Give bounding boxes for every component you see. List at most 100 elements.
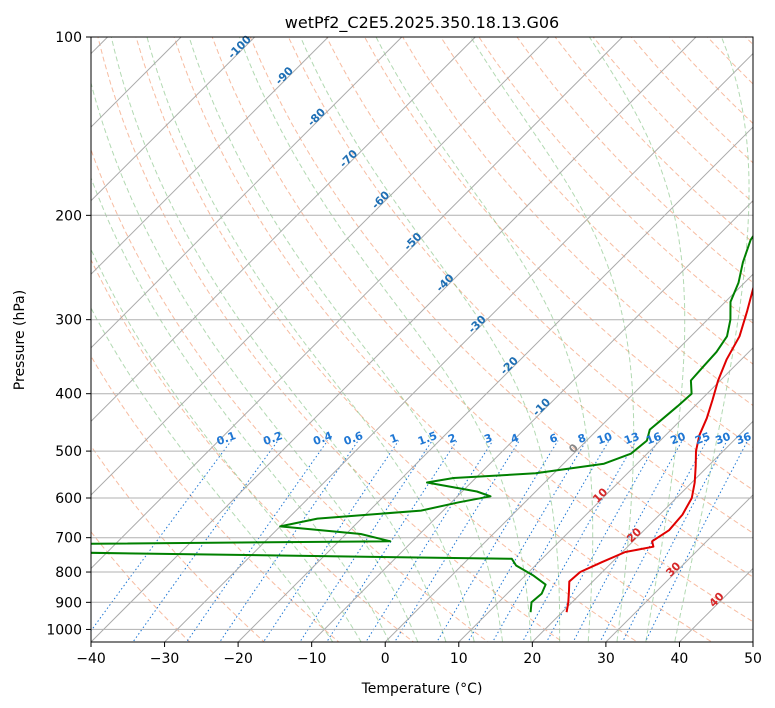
mixing-ratio-line bbox=[492, 440, 610, 642]
x-tick-label: 50 bbox=[744, 651, 762, 667]
mixing-ratio-line bbox=[572, 440, 683, 642]
mixing-ratio-line bbox=[622, 440, 728, 642]
mixing-ratio-label: 0.2 bbox=[262, 429, 285, 448]
mixing-ratio-label: 0.6 bbox=[342, 429, 365, 448]
isotherm-line bbox=[91, 37, 476, 423]
mixing-ratio-line bbox=[467, 440, 587, 642]
mixing-ratio-line bbox=[644, 440, 749, 642]
x-tick-label: −20 bbox=[223, 651, 253, 667]
dewpoint-line bbox=[91, 234, 753, 613]
y-tick-label: 700 bbox=[55, 531, 82, 547]
chart-title: wetPf2_C2E5.2025.350.18.13.G06 bbox=[285, 13, 559, 33]
x-tick-label: −30 bbox=[150, 651, 180, 667]
plot-area bbox=[91, 37, 753, 642]
y-tick-label: 900 bbox=[55, 595, 82, 611]
mixing-ratio-line bbox=[132, 440, 279, 642]
dry-adiabat-line bbox=[364, 37, 753, 449]
isotherm-line bbox=[531, 420, 753, 642]
moist-adiabat-line bbox=[91, 248, 362, 642]
x-axis-title: Temperature (°C) bbox=[361, 681, 483, 697]
moist-adiabat-line bbox=[110, 37, 447, 642]
mixing-ratio-label: 13 bbox=[622, 430, 641, 447]
moist-adiabat-line bbox=[300, 37, 561, 642]
mixing-ratio-label: 6 bbox=[548, 431, 560, 446]
dry-adiabat-line bbox=[287, 37, 753, 534]
mixing-ratio-label: 0.1 bbox=[215, 429, 238, 448]
x-tick-label: 20 bbox=[523, 651, 541, 667]
dry-adiabat-line bbox=[91, 148, 489, 642]
isotherm-line bbox=[311, 199, 753, 642]
mixing-ratio-label: 25 bbox=[693, 430, 712, 447]
moist-adiabats bbox=[91, 37, 750, 642]
isotherm-line bbox=[91, 37, 697, 642]
y-tick-label: 600 bbox=[55, 491, 82, 507]
dry-adiabat-line bbox=[478, 37, 753, 324]
mixing-ratio-label: 10 bbox=[595, 430, 614, 448]
y-axis-title: Pressure (hPa) bbox=[12, 290, 28, 390]
mixing-ratio-line bbox=[436, 440, 559, 642]
moist-adiabat-line bbox=[91, 307, 334, 642]
mixing-ratio-label: 4 bbox=[509, 431, 521, 446]
isobar-gridlines bbox=[91, 37, 753, 630]
dry-adiabat-line bbox=[91, 355, 340, 642]
moist-adiabat-line bbox=[375, 37, 594, 642]
mixing-ratio-line bbox=[599, 440, 708, 642]
mixing-ratio-label: 1 bbox=[388, 431, 400, 446]
x-tick-label: 40 bbox=[671, 651, 689, 667]
x-tick-label: −40 bbox=[76, 651, 106, 667]
mixing-ratio-label: 36 bbox=[734, 430, 753, 448]
isotherm-line bbox=[384, 273, 753, 642]
mixing-ratio-label: 30 bbox=[714, 430, 733, 448]
dry-adiabat-line bbox=[325, 37, 753, 491]
isotherm-line bbox=[458, 347, 753, 642]
dry-adiabat-line bbox=[249, 37, 753, 578]
isotherm-line bbox=[91, 37, 256, 202]
plot-frame bbox=[90, 36, 754, 643]
dry-adiabat-line bbox=[91, 531, 191, 642]
mixing-ratio-line bbox=[521, 440, 637, 642]
y-tick-label: 100 bbox=[55, 30, 82, 46]
y-tick-label: 1000 bbox=[46, 622, 82, 638]
moist-adiabat-line bbox=[588, 37, 686, 642]
moist-adiabat-line bbox=[470, 37, 635, 642]
sounding-series bbox=[91, 234, 753, 613]
mixing-ratio-label: 2 bbox=[446, 431, 458, 446]
dry-adiabat-line bbox=[173, 37, 713, 642]
mixing-ratio-label: 3 bbox=[482, 431, 494, 446]
line-labels: 0.1 0.2 0.4 0.6 1 1.5 2 3 4 6 8 10 13 16 20 25 30 36-100-… bbox=[215, 33, 754, 610]
isotherm-line bbox=[605, 494, 753, 642]
mixing-ratio-line bbox=[262, 440, 400, 642]
x-tick-label: 30 bbox=[597, 651, 615, 667]
mixing-ratio-label: 20 bbox=[669, 430, 688, 448]
mixing-ratio-line bbox=[326, 440, 458, 642]
isotherm-line bbox=[91, 37, 550, 496]
moist-adiabat-line bbox=[188, 37, 504, 642]
mixing-ratio-line bbox=[365, 440, 494, 642]
temperature-line bbox=[565, 285, 753, 613]
mixing-ratio-label: 1.5 bbox=[416, 429, 439, 448]
isotherm-line bbox=[91, 37, 623, 570]
isotherm-line bbox=[164, 52, 753, 642]
y-tick-label: 400 bbox=[55, 387, 82, 403]
y-tick-label: 300 bbox=[55, 313, 82, 329]
moist-adiabat-line bbox=[146, 37, 475, 642]
mixing-ratio-label: 0.4 bbox=[311, 429, 334, 448]
dry-adiabat-line bbox=[440, 37, 753, 365]
dry-adiabat-line bbox=[211, 37, 753, 623]
mixing-ratio-label: 8 bbox=[576, 431, 588, 446]
dry-adiabat-line bbox=[91, 258, 415, 642]
dry-adiabat-line bbox=[91, 445, 265, 642]
isotherm-line bbox=[91, 37, 403, 349]
axes: −40 −30 −20 −10 0 10 20 30 40 5010020030040050060… bbox=[46, 30, 762, 667]
y-tick-label: 200 bbox=[55, 208, 82, 224]
dry-adiabat-line bbox=[97, 37, 564, 642]
moist-adiabat-line bbox=[674, 37, 750, 642]
mixing-ratio-lines bbox=[91, 440, 749, 642]
y-tick-label: 800 bbox=[55, 565, 82, 581]
x-tick-label: 10 bbox=[450, 651, 468, 667]
mixing-ratio-label: 16 bbox=[644, 430, 663, 448]
isotherm-line bbox=[91, 37, 329, 275]
x-tick-label: −10 bbox=[297, 651, 327, 667]
